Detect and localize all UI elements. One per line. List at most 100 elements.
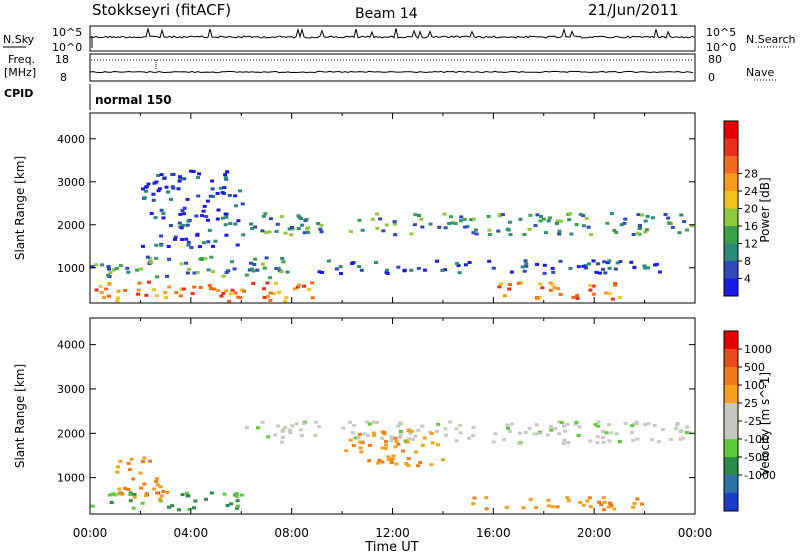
heatmap-cell [227, 299, 231, 303]
heatmap-cell [221, 274, 226, 278]
heatmap-cell [635, 231, 640, 235]
heatmap-cell [220, 191, 225, 195]
velocity-frame [89, 317, 696, 515]
heatmap-cell [144, 492, 149, 496]
heatmap-cell [540, 286, 545, 290]
heatmap-cell [578, 212, 583, 216]
heatmap-cell [607, 266, 612, 270]
heatmap-cell [522, 233, 527, 236]
heatmap-cell [221, 291, 226, 295]
heatmap-cell [685, 228, 690, 232]
heatmap-cell [235, 499, 240, 503]
heatmap-cell [484, 496, 489, 500]
heatmap-cell [136, 292, 140, 296]
heatmap-cell [193, 499, 198, 503]
heatmap-cell [154, 256, 159, 260]
heatmap-cell [589, 233, 594, 237]
colorbar-tick-label: -500 [744, 451, 769, 464]
heatmap-cell [274, 267, 279, 270]
heatmap-cell [123, 487, 128, 490]
y-tick-label: 1000 [57, 262, 85, 275]
heatmap-cell [507, 429, 512, 433]
heatmap-cell [128, 491, 133, 495]
colorbar-swatch [724, 156, 738, 174]
heatmap-cell [642, 264, 647, 268]
colorbar-swatch [724, 208, 738, 226]
heatmap-cell [244, 273, 249, 277]
frequency-panel: Freq. [MHz] 18 8 80 0 Nave [4, 53, 778, 84]
heatmap-cell [106, 265, 111, 268]
heatmap-cell [189, 246, 194, 250]
heatmap-cell [206, 268, 211, 272]
heatmap-cell [389, 461, 394, 465]
heatmap-cell [151, 198, 156, 202]
heatmap-cell [241, 233, 246, 237]
heatmap-cell [384, 439, 388, 443]
heatmap-cell [491, 440, 496, 444]
power-y-label: Slant Range [km] [13, 156, 27, 260]
heatmap-cell [106, 273, 111, 277]
heatmap-cell [100, 263, 105, 267]
velocity-heatmap-cells [90, 420, 692, 512]
heatmap-cell [384, 443, 388, 447]
heatmap-cell [261, 214, 266, 218]
heatmap-cell [457, 271, 462, 275]
heatmap-cell [116, 289, 121, 293]
heatmap-cell [509, 270, 514, 274]
heatmap-cell [107, 282, 112, 286]
heatmap-cell [567, 212, 572, 216]
heatmap-cell [413, 450, 418, 454]
heatmap-cell [334, 267, 339, 271]
heatmap-cell [607, 259, 612, 263]
heatmap-cell [154, 477, 159, 481]
heatmap-cell [234, 492, 239, 495]
heatmap-cell [562, 424, 566, 428]
heatmap-cell [306, 230, 310, 234]
time-axis-labels: 00:00 04:00 08:00 12:00 16:00 20:00 00:00 [73, 526, 713, 540]
heatmap-cell [435, 259, 439, 263]
cpid-label: CPID [4, 87, 33, 100]
heatmap-cell [443, 427, 448, 431]
heatmap-cell [527, 426, 532, 430]
heatmap-cell [463, 263, 468, 267]
heatmap-cell [186, 240, 191, 244]
heatmap-cell [440, 458, 445, 462]
heatmap-cell [236, 504, 240, 508]
colorbar-swatch [724, 457, 738, 475]
heatmap-cell [406, 429, 411, 433]
heatmap-cell [289, 233, 294, 237]
heatmap-cell [499, 282, 504, 286]
heatmap-cell [587, 262, 591, 266]
heatmap-cell [607, 423, 611, 427]
heatmap-cell [612, 507, 617, 511]
heatmap-cell [448, 420, 453, 424]
heatmap-cell [602, 500, 607, 504]
heatmap-cell [239, 493, 244, 497]
heatmap-cell [226, 269, 231, 273]
heatmap-cell [623, 217, 628, 221]
colorbar-swatch [724, 121, 738, 139]
frequency-trace [89, 70, 694, 74]
heatmap-cell [516, 281, 521, 285]
heatmap-cell [454, 427, 459, 431]
heatmap-cell [247, 268, 252, 272]
heatmap-cell [471, 434, 476, 437]
heatmap-cell [575, 296, 580, 300]
heatmap-cell [102, 296, 107, 299]
heatmap-cell [297, 283, 302, 287]
heatmap-cell [467, 436, 472, 440]
heatmap-cell [185, 197, 190, 201]
velocity-x-axis [89, 318, 696, 514]
heatmap-cell [263, 212, 268, 216]
heatmap-cell [283, 299, 287, 303]
heatmap-cell [279, 215, 284, 219]
heatmap-cell [506, 228, 511, 232]
heatmap-cell [487, 228, 492, 232]
heatmap-cell [608, 501, 613, 505]
heatmap-cell [614, 432, 619, 436]
heatmap-cell [173, 237, 177, 241]
heatmap-cell [302, 284, 307, 288]
colorbar-swatch [724, 278, 738, 296]
heatmap-cell [673, 427, 678, 431]
colorbar-swatch [724, 243, 738, 261]
